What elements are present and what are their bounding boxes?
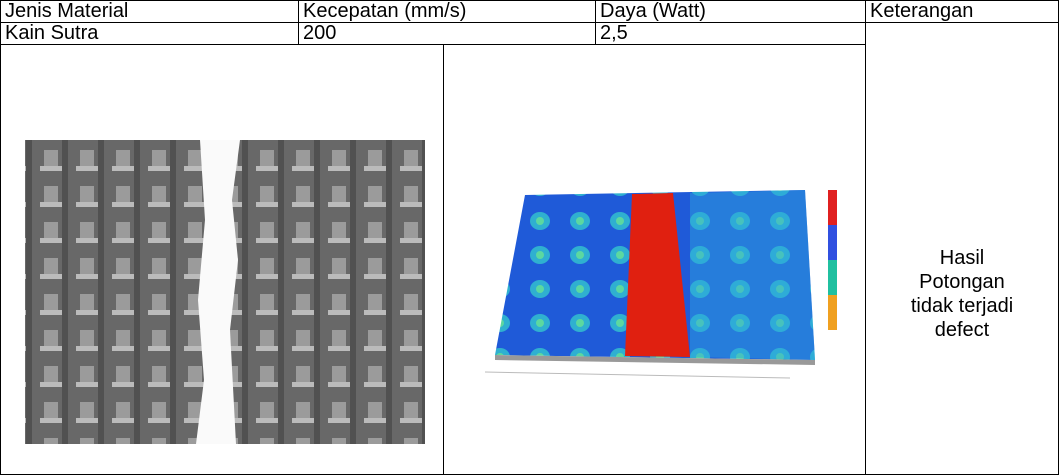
description-line: tidak terjadi (910, 295, 1014, 317)
description: Hasil Potongan tidak terjadi defect (866, 246, 1058, 342)
description-line: defect (934, 319, 990, 341)
description-line: Hasil (939, 247, 985, 269)
surface-plot (484, 190, 837, 379)
photo (25, 140, 425, 444)
description-line: Potongan (919, 271, 1005, 293)
